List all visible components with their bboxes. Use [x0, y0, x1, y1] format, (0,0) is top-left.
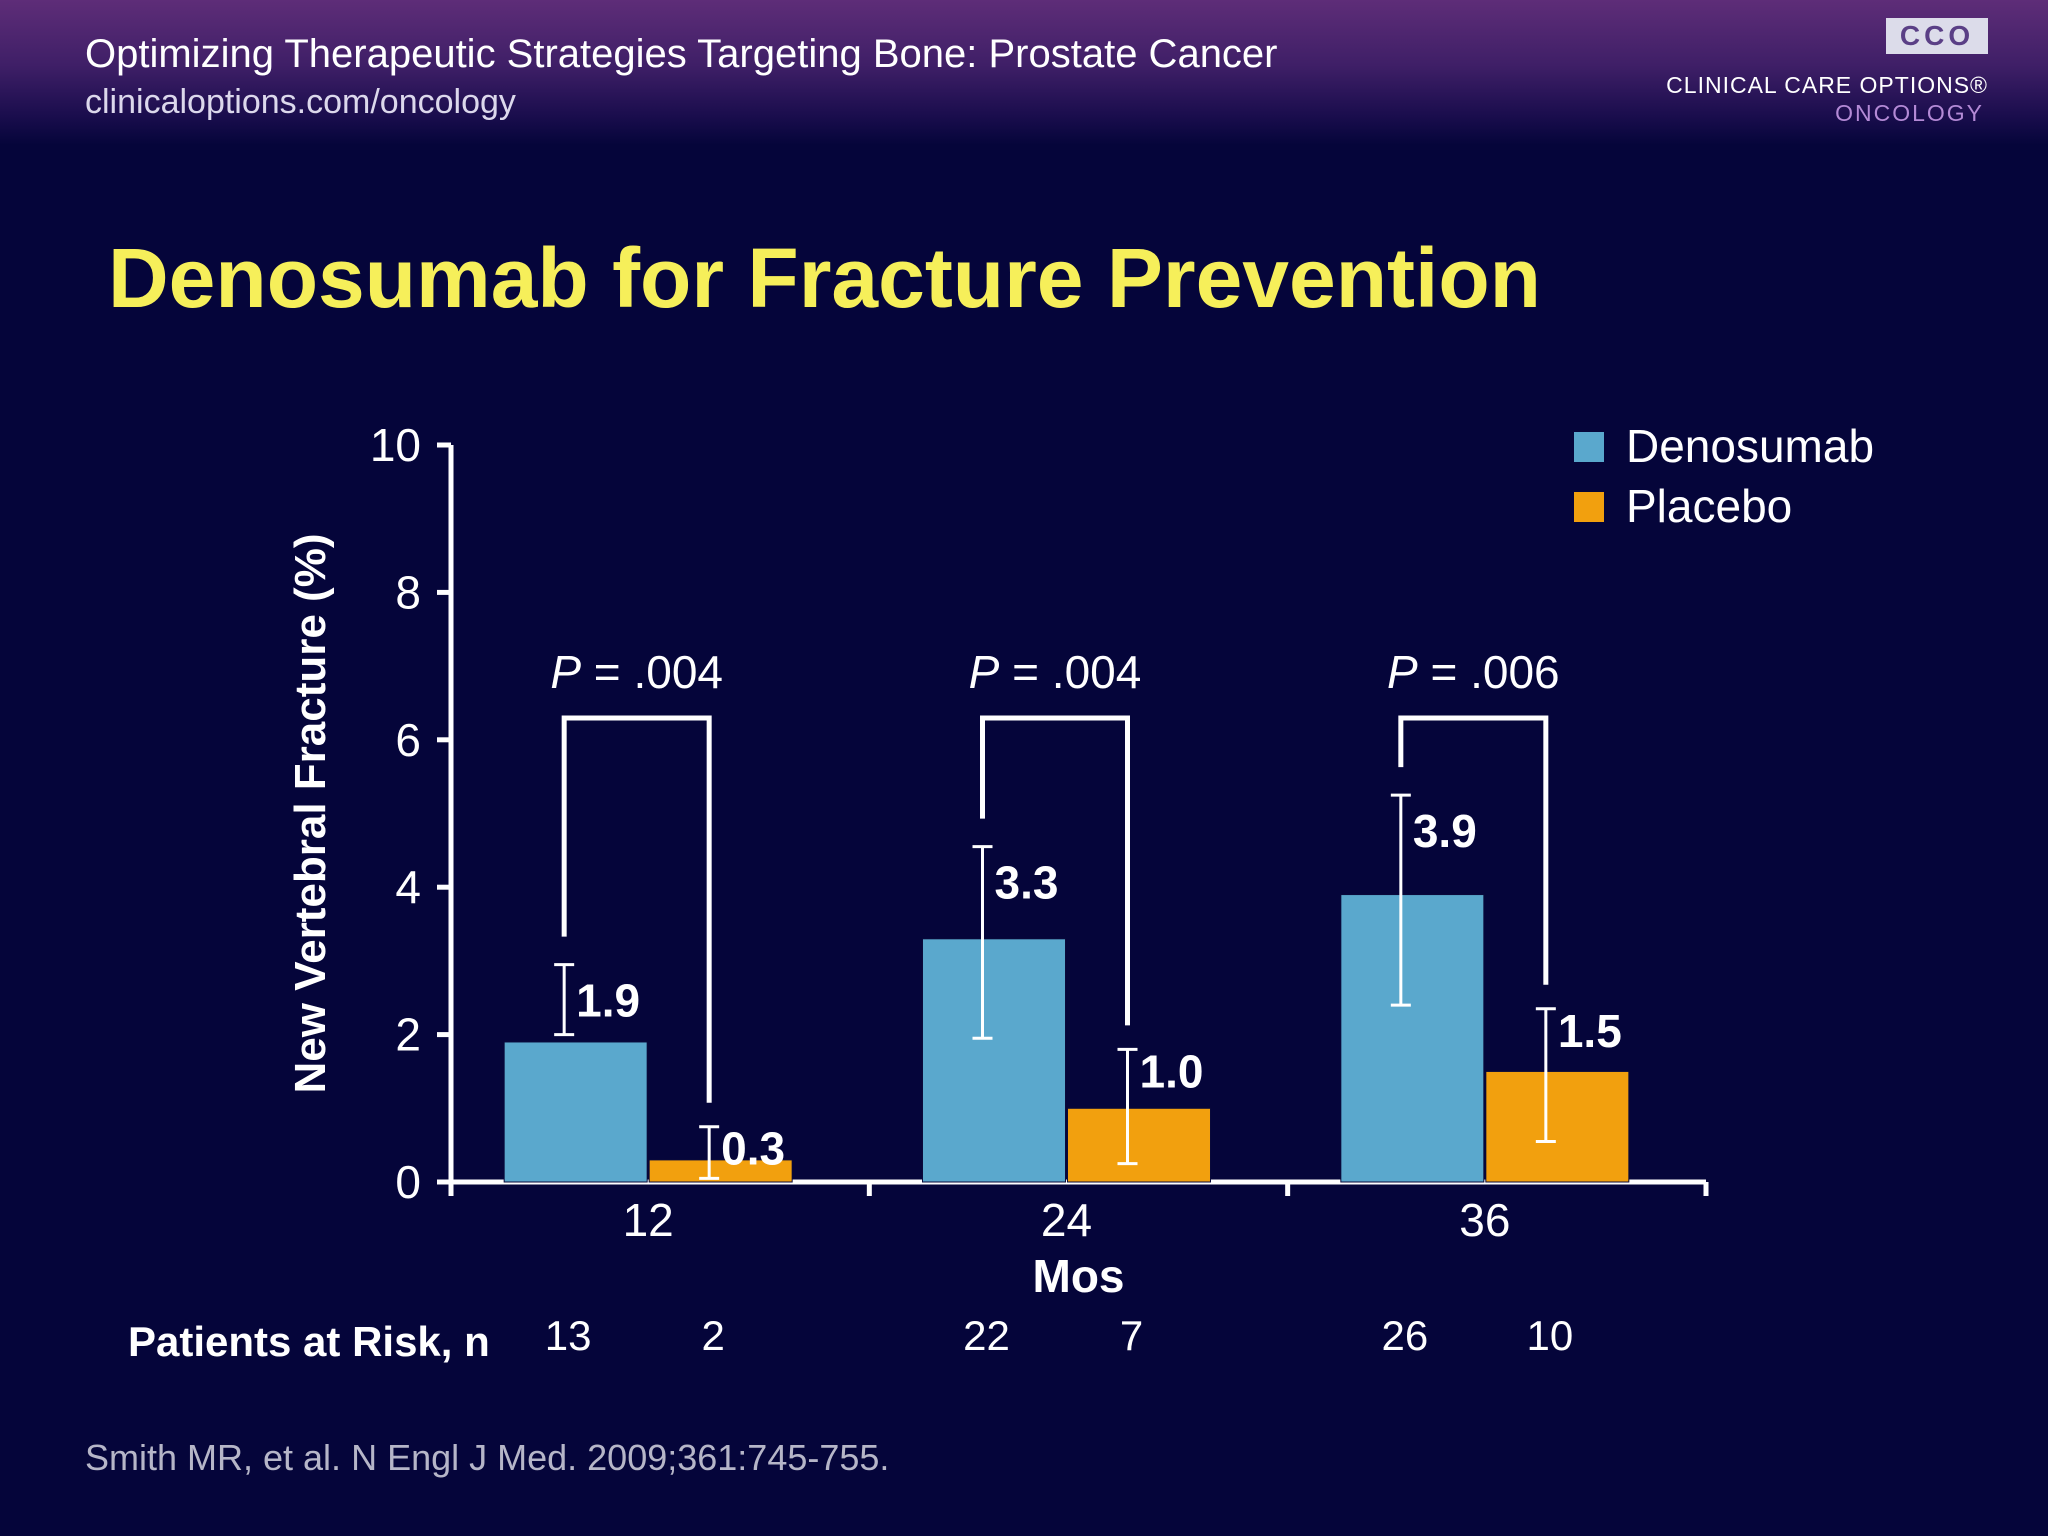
data-label: 3.9 — [1413, 805, 1477, 857]
data-label: 1.5 — [1558, 1005, 1622, 1057]
patients-at-risk-value: 2 — [701, 1312, 724, 1359]
y-tick-label: 4 — [395, 861, 421, 913]
y-axis-label: New Vertebral Fracture (%) — [286, 534, 335, 1094]
citation: Smith MR, et al. N Engl J Med. 2009;361:… — [85, 1437, 890, 1478]
slide-title: Denosumab for Fracture Prevention — [108, 231, 1541, 325]
logo-mark: CCO — [1886, 18, 1988, 54]
y-tick-label: 0 — [395, 1156, 421, 1208]
logo-name: CLINICAL CARE OPTIONS® — [1666, 72, 1988, 98]
x-axis-label: Mos — [1033, 1250, 1125, 1302]
bar-placebo — [1485, 1070, 1630, 1183]
patients-at-risk-value: 7 — [1120, 1312, 1143, 1359]
logo-subtitle: ONCOLOGY — [1835, 100, 1984, 126]
bar-denosumab — [1340, 894, 1485, 1183]
legend-swatch — [1574, 432, 1604, 462]
x-tick-label: 36 — [1459, 1194, 1510, 1246]
significance-bracket — [561, 715, 712, 1103]
legend-swatch — [1574, 492, 1604, 522]
significance-bracket — [980, 715, 1130, 1026]
patients-at-risk-value: 22 — [963, 1312, 1010, 1359]
bar-denosumab — [503, 1041, 648, 1183]
presentation-title: Optimizing Therapeutic Strategies Target… — [85, 32, 1278, 76]
cco-logo: CCO CLINICAL CARE OPTIONS® ONCOLOGY — [1666, 18, 1988, 128]
data-label: 3.3 — [995, 857, 1059, 909]
data-label: 1.9 — [576, 975, 640, 1027]
patients-at-risk-value: 13 — [545, 1312, 592, 1359]
header-band: Optimizing Therapeutic Strategies Target… — [0, 0, 2048, 145]
bar-denosumab — [922, 938, 1066, 1183]
y-tick-label: 8 — [395, 566, 421, 618]
bar-placebo — [1067, 1107, 1211, 1183]
legend-label: Denosumab — [1626, 420, 1874, 472]
x-tick-label: 24 — [1041, 1194, 1092, 1246]
patients-at-risk-value: 10 — [1526, 1312, 1573, 1359]
x-tick-label: 12 — [623, 1194, 674, 1246]
bar-placebo — [648, 1159, 793, 1183]
p-value-label: P = .004 — [550, 646, 723, 698]
p-value-label: P = .006 — [1387, 646, 1560, 698]
patients-at-risk-label: Patients at Risk, n — [128, 1318, 490, 1365]
y-tick-label: 2 — [395, 1009, 421, 1061]
data-label: 1.0 — [1140, 1045, 1204, 1097]
legend-label: Placebo — [1626, 480, 1792, 532]
p-value-label: P = .004 — [969, 646, 1142, 698]
significance-bracket — [1398, 715, 1549, 985]
data-label: 0.3 — [721, 1123, 785, 1175]
y-tick-label: 6 — [395, 714, 421, 766]
website-url: clinicaloptions.com/oncology — [85, 83, 516, 121]
patients-at-risk-value: 26 — [1381, 1312, 1428, 1359]
y-tick-label: 10 — [370, 419, 421, 471]
